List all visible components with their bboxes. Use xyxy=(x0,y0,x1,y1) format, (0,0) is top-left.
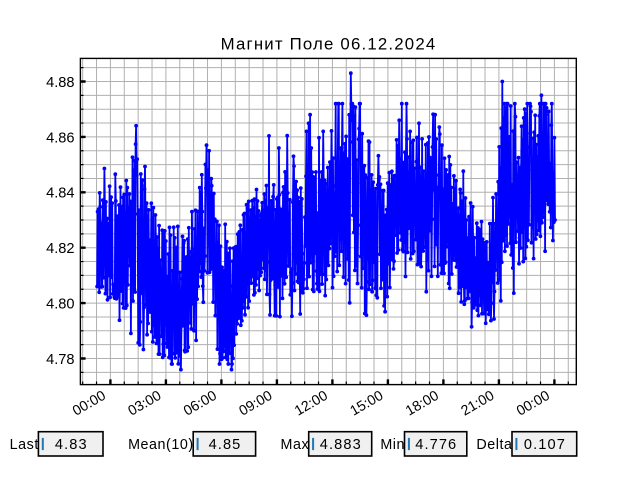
svg-text:4.85: 4.85 xyxy=(209,437,242,453)
svg-text:Mean(10): Mean(10) xyxy=(128,437,194,453)
svg-text:Last: Last xyxy=(10,437,39,453)
svg-text:4.84: 4.84 xyxy=(46,186,74,202)
svg-text:4.86: 4.86 xyxy=(46,130,74,146)
svg-text:4.80: 4.80 xyxy=(46,297,74,313)
svg-text:4.776: 4.776 xyxy=(415,437,457,453)
svg-text:4.883: 4.883 xyxy=(320,437,362,453)
svg-text:Магнит Поле 06.12.2024: Магнит Поле 06.12.2024 xyxy=(221,35,437,54)
svg-text:Min: Min xyxy=(380,437,405,453)
svg-text:0.107: 0.107 xyxy=(524,437,566,453)
svg-text:4.83: 4.83 xyxy=(55,437,88,453)
svg-text:4.82: 4.82 xyxy=(46,241,74,257)
svg-text:Max: Max xyxy=(281,437,310,453)
svg-text:Delta: Delta xyxy=(476,437,512,453)
svg-text:4.78: 4.78 xyxy=(46,352,74,368)
svg-text:4.88: 4.88 xyxy=(46,75,74,91)
